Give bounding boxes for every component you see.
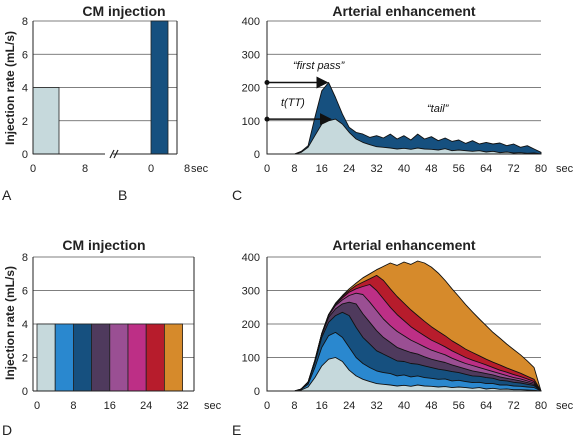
- x-tick-label: 40: [398, 400, 410, 412]
- bar-violet: [109, 323, 129, 392]
- x-unit-label: sec: [556, 163, 574, 175]
- x-tick-label: 8: [184, 163, 190, 175]
- x-tick-label: 16: [316, 400, 328, 412]
- x-tick-label: 24: [140, 400, 152, 412]
- annotation-first-pass: “first pass”: [293, 60, 346, 72]
- panel-label-b: B: [118, 187, 127, 203]
- x-tick-label: 16: [316, 163, 328, 175]
- annotations-c: “first pass” t(TT) “tail”: [281, 60, 450, 115]
- x-tick-label: 0: [264, 163, 270, 175]
- y-tick-label: 0: [254, 386, 260, 398]
- x-tick-label: 0: [30, 163, 36, 175]
- bar-bright-blue: [54, 323, 74, 392]
- x-unit-label: sec: [191, 163, 209, 175]
- x-tick-label: 56: [453, 400, 465, 412]
- y-tick-label: 8: [22, 16, 28, 28]
- annotation-tail: “tail”: [427, 103, 450, 115]
- x-tick-label: 0: [34, 400, 40, 412]
- x-tick-label: 8: [291, 163, 297, 175]
- x-tick-label: 64: [480, 163, 492, 175]
- y-tick-label: 2: [22, 353, 28, 365]
- axis-break-mark: [109, 149, 115, 159]
- bar-light: [36, 323, 56, 392]
- bar-red: [145, 323, 165, 392]
- x-tick-label: 80: [535, 400, 547, 412]
- y-tick-label: 400: [242, 16, 260, 28]
- x-tick-label: 24: [343, 400, 355, 412]
- x-tick-label: 72: [507, 400, 519, 412]
- y-tick-label: 0: [254, 149, 260, 161]
- y-tick-label: 8: [22, 252, 28, 264]
- panel-label-c: C: [232, 187, 242, 203]
- x-tick-label: 24: [343, 163, 355, 175]
- x-unit-label: sec: [204, 400, 222, 412]
- x-tick-label: 32: [370, 163, 382, 175]
- y-tick-label: 400: [242, 252, 260, 264]
- title-cm-injection-top: CM injection: [82, 3, 165, 19]
- panel-label-a: A: [2, 187, 12, 203]
- y-tick-label: 100: [242, 353, 260, 365]
- bar-dark-purple: [91, 323, 111, 392]
- x-tick-label: 56: [453, 163, 465, 175]
- y-tick-label: 4: [22, 83, 28, 95]
- x-tick-label: 32: [176, 400, 188, 412]
- y-tick-label: 6: [22, 286, 28, 298]
- panel-label-d: D: [2, 422, 12, 438]
- x-tick-label: 40: [398, 163, 410, 175]
- x-tick-label: 8: [70, 400, 76, 412]
- chart-arterial-c: 0 100 200 300 400 0 8 16 24 32 40 48 56 64 72 80 sec: [242, 16, 574, 175]
- y-tick-label: 4: [22, 319, 28, 331]
- x-unit-label: sec: [556, 400, 574, 412]
- y-tick-label: 200: [242, 83, 260, 95]
- title-arterial-bottom: Arterial enhancement: [332, 237, 475, 253]
- x-tick-label: 80: [535, 163, 547, 175]
- x-tick-label: 64: [480, 400, 492, 412]
- bar-orange: [163, 323, 183, 392]
- bar-dark-blue: [73, 323, 93, 392]
- title-arterial-top: Arterial enhancement: [332, 3, 475, 19]
- y-tick-label: 0: [22, 149, 28, 161]
- x-tick-label: 0: [148, 163, 154, 175]
- x-tick-label: 32: [370, 400, 382, 412]
- ylabel-bottom: Injection rate (mL/s): [3, 266, 17, 380]
- title-cm-injection-bottom: CM injection: [62, 237, 145, 253]
- y-tick-label: 2: [22, 116, 28, 128]
- area-series-dark-blue: [266, 82, 542, 155]
- y-tick-label: 300: [242, 286, 260, 298]
- y-tick-label: 200: [242, 319, 260, 331]
- axis-break-mark: [113, 149, 119, 159]
- y-tick-label: 300: [242, 49, 260, 61]
- area-series-light: [266, 357, 542, 392]
- ylabel-top: Injection rate (mL/s): [3, 31, 17, 145]
- annotation-t-tt: t(TT): [281, 97, 305, 109]
- y-tick-label: 0: [22, 386, 28, 398]
- panel-label-e: E: [232, 422, 241, 438]
- chart-arterial-e: 0 100 200 300 400 0 8 16 24 32 40 48 56 64 72 80 sec: [242, 252, 574, 412]
- x-tick-label: 48: [425, 163, 437, 175]
- bar-magenta: [127, 323, 147, 392]
- y-tick-label: 6: [22, 49, 28, 61]
- x-tick-label: 16: [104, 400, 116, 412]
- x-tick-label: 8: [82, 163, 88, 175]
- y-tick-label: 100: [242, 116, 260, 128]
- bar-b: [150, 20, 169, 155]
- x-tick-label: 72: [507, 163, 519, 175]
- x-tick-label: 8: [291, 400, 297, 412]
- x-tick-label: 0: [264, 400, 270, 412]
- bar-a: [32, 87, 60, 155]
- x-tick-label: 48: [425, 400, 437, 412]
